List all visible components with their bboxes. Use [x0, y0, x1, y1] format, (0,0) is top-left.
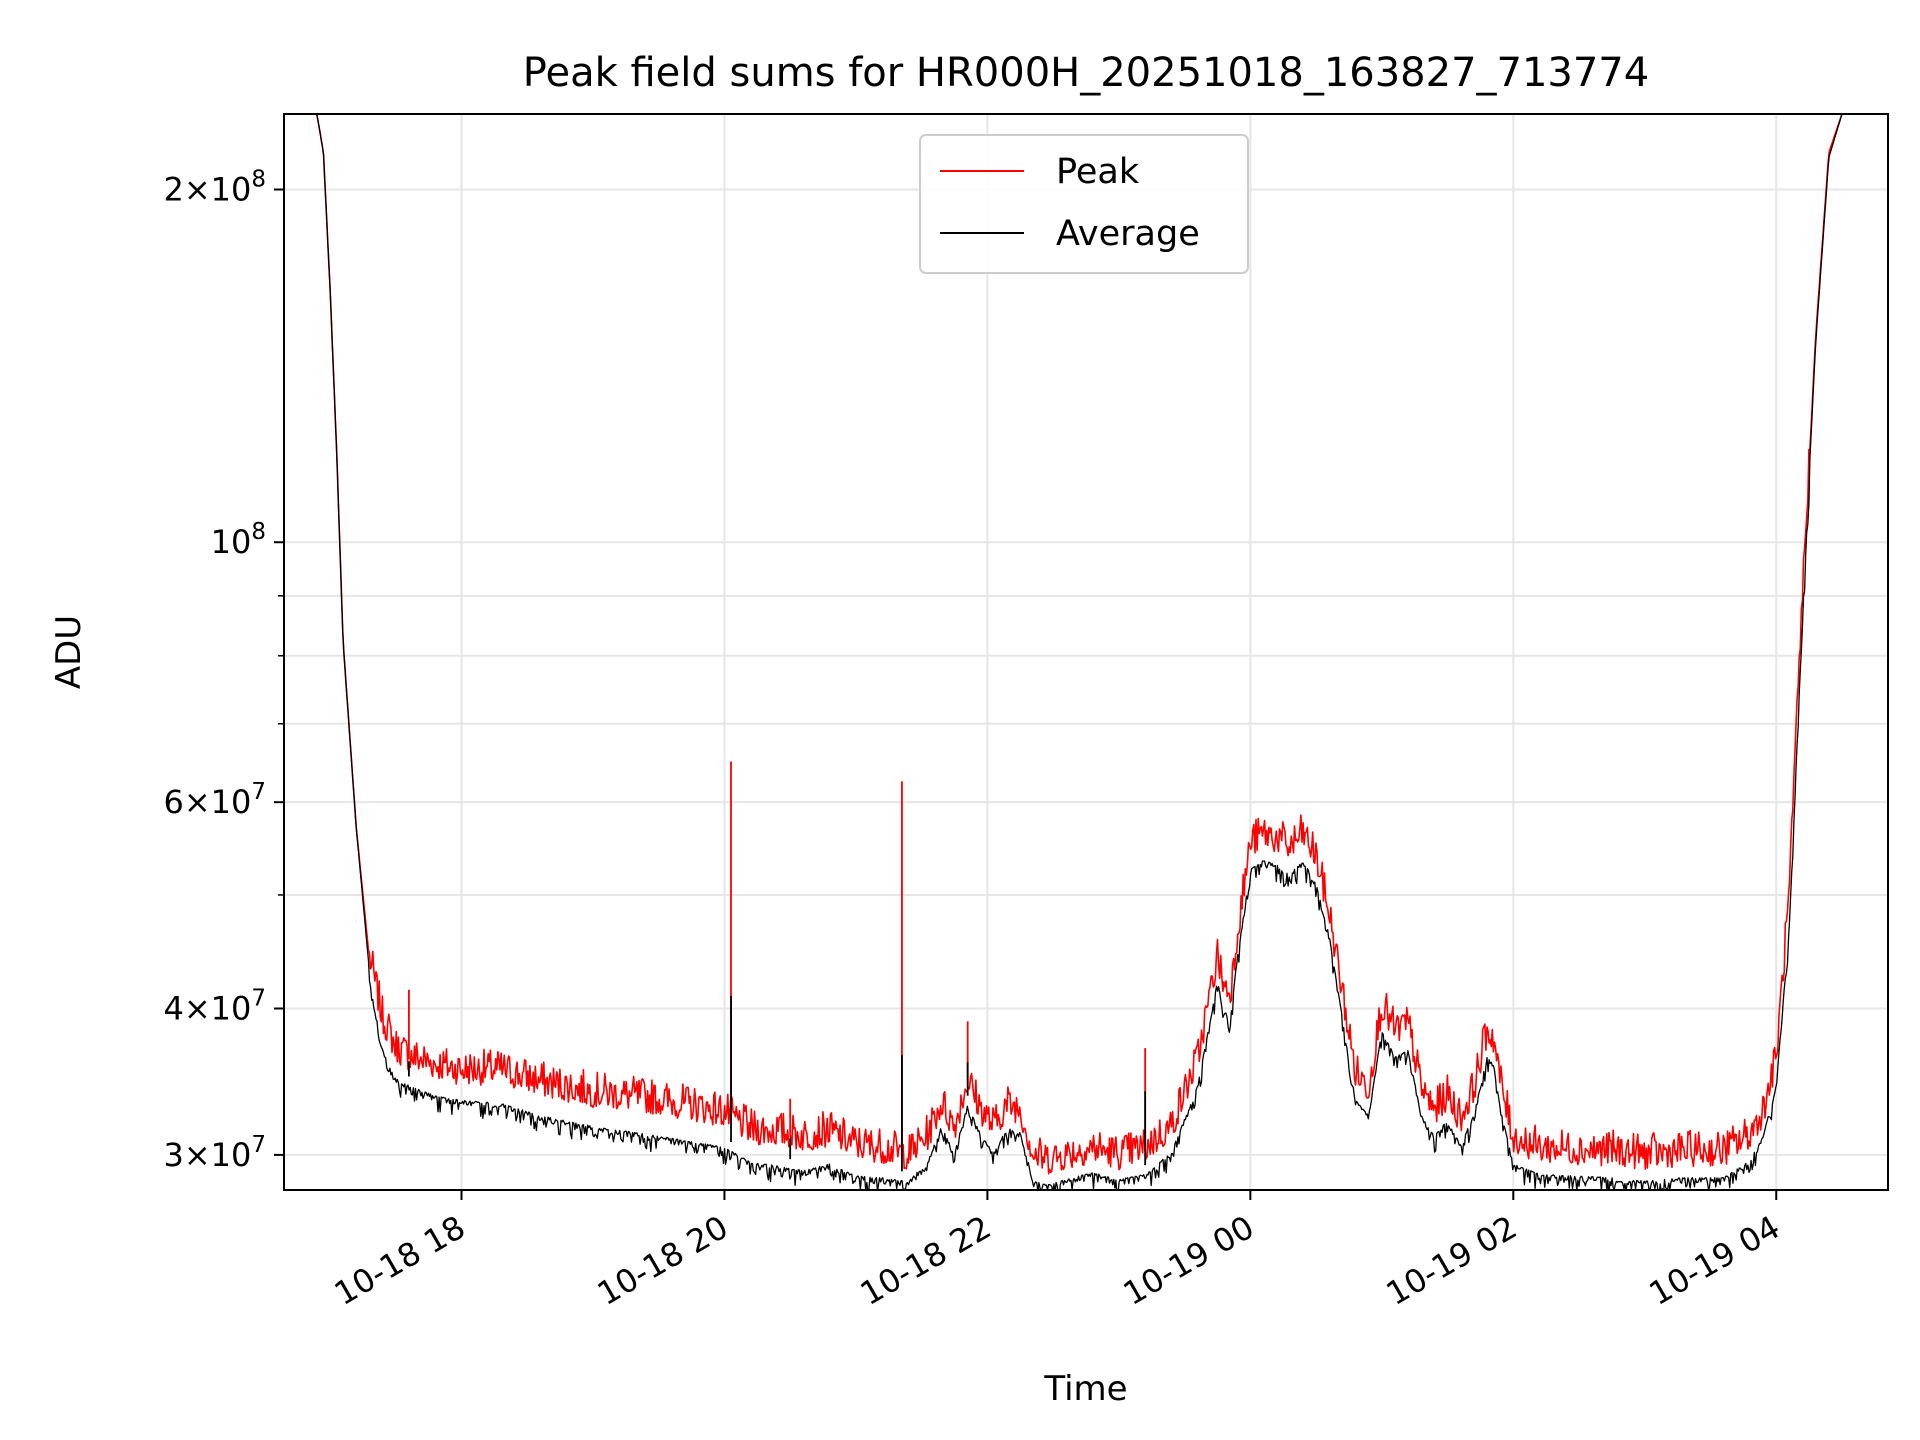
y-tick-mantissa: 6 [163, 783, 183, 821]
y-tick-exponent: 7 [251, 986, 266, 1012]
y-tick-label: 108 [211, 519, 266, 561]
legend: Peak Average [919, 134, 1249, 274]
legend-average-label: Average [1056, 214, 1200, 254]
y-tick-label: 2×108 [163, 167, 266, 209]
y-tick-exponent: 7 [251, 779, 266, 805]
series-peak-line [284, 114, 1888, 1175]
legend-peak-label: Peak [1056, 152, 1140, 192]
x-axis-label: Time [1043, 1369, 1127, 1409]
y-tick-mantissa: 4 [163, 990, 183, 1028]
y-tick-exponent: 8 [251, 167, 266, 193]
y-tick-mantissa: 3 [163, 1136, 183, 1174]
y-tick-label: 3×107 [163, 1132, 266, 1174]
y-tick-mantissa: 2 [163, 171, 183, 209]
y-tick-label: 4×107 [163, 986, 266, 1028]
y-tick-times: ×10 [184, 1136, 252, 1174]
y-tick-times: ×10 [184, 783, 252, 821]
plot-frame [283, 113, 1889, 1191]
y-axis-label: ADU [49, 615, 89, 689]
y-tick-label: 6×107 [163, 779, 266, 821]
y-tick-times: ×10 [184, 990, 252, 1028]
y-tick-exponent: 7 [251, 1132, 266, 1158]
y-tick-times: ×10 [184, 171, 252, 209]
y-tick-base: 10 [211, 523, 252, 561]
series-layer [284, 114, 1888, 1190]
y-tick-exponent: 8 [251, 519, 266, 545]
chart-title: Peak field sums for HR000H_20251018_1638… [523, 50, 1649, 96]
legend-box [919, 134, 1249, 274]
series-average-line [284, 114, 1888, 1190]
